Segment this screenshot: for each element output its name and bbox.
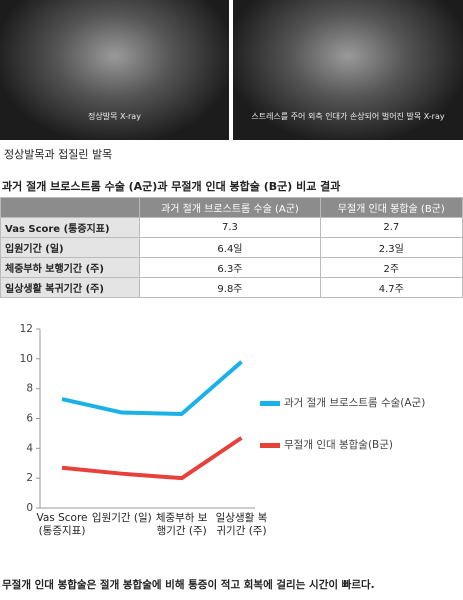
cell: 2주 xyxy=(319,257,463,278)
y-tick-label: 6 xyxy=(26,413,33,425)
legend-label: 과거 절개 브로스트롬 수술(A군) xyxy=(284,396,425,409)
y-tick-label: 10 xyxy=(20,353,33,365)
x-tick-label: 입원기간 (일) xyxy=(91,512,152,524)
table-title: 과거 절개 브로스트롬 수술 (A군)과 무절개 인대 봉합술 (B군) 비교 … xyxy=(2,180,341,193)
header-row: 과거 절개 브로스트롬 수술 (A군) 무절개 인대 봉합술 (B군) xyxy=(0,197,463,218)
y-tick-label: 8 xyxy=(26,383,33,395)
xray-image: 스트레스를 주어 외측 인대가 손상되어 벌어진 발목 X-ray xyxy=(233,0,463,140)
table: 과거 절개 브로스트롬 수술 (A군) 무절개 인대 봉합술 (B군) Vas Sc… xyxy=(0,197,463,298)
cell: 6.4일 xyxy=(139,237,321,258)
image-caption: 스트레스를 주어 외측 인대가 손상되어 벌어진 발목 X-ray xyxy=(251,112,445,121)
header-cell: 무절개 인대 봉합술 (B군) xyxy=(319,197,463,218)
cell: 일상생활 복귀기간 (주) xyxy=(0,277,141,298)
legend-label: 무절개 인대 봉합술(B군) xyxy=(284,438,393,451)
chart: 0 2 4 6 8 10 12 과거 절개 브로스트롬 수술(A군) 무절개 인대 봉합술(B군… xyxy=(20,323,426,514)
row: 입원기간 (일) 6.4일 2.3일 xyxy=(0,237,463,258)
y-tick-label: 4 xyxy=(26,442,33,454)
cell: 6.3주 xyxy=(139,257,321,278)
legend-swatch xyxy=(260,443,280,448)
line xyxy=(61,360,243,417)
x-tick-label: 체중부하 보행기간 (주) xyxy=(155,512,208,537)
cell: 7.3 xyxy=(139,217,321,238)
cell: 4.7주 xyxy=(319,277,463,298)
line xyxy=(61,436,243,481)
caption: 정상발목과 접질린 발목 xyxy=(4,148,113,161)
cell: 체중부하 보행기간 (주) xyxy=(0,257,141,278)
xray-image: 정상발목 X-ray xyxy=(0,0,229,140)
image-caption: 정상발목 X-ray xyxy=(88,112,141,121)
header-cell: 과거 절개 브로스트롬 수술 (A군) xyxy=(139,197,321,218)
cell: Vas Score (통증지표) xyxy=(0,217,141,238)
x-tick-label: 일상생활 복귀기간 (주) xyxy=(215,512,268,537)
row: 일상생활 복귀기간 (주) 9.8주 4.7주 xyxy=(0,277,463,298)
cell: 2.3일 xyxy=(319,237,463,258)
header-cell xyxy=(0,197,141,218)
x-tick-label: Vas Score (통증지표) xyxy=(36,512,88,537)
y-tick-label: 12 xyxy=(20,323,33,335)
cell: 입원기간 (일) xyxy=(0,237,141,258)
cell: 9.8주 xyxy=(139,277,321,298)
legend-swatch xyxy=(260,401,280,406)
y-tick-label: 2 xyxy=(26,472,33,484)
footer: 무절개 인대 봉합술은 절개 봉합술에 비해 통증이 적고 회복에 걸리는 시간… xyxy=(2,579,375,591)
row: 체중부하 보행기간 (주) 6.3주 2주 xyxy=(0,257,463,278)
y-tick-label: 0 xyxy=(26,502,33,514)
cell: 2.7 xyxy=(319,217,463,238)
row: Vas Score (통증지표) 7.3 2.7 xyxy=(0,217,463,238)
